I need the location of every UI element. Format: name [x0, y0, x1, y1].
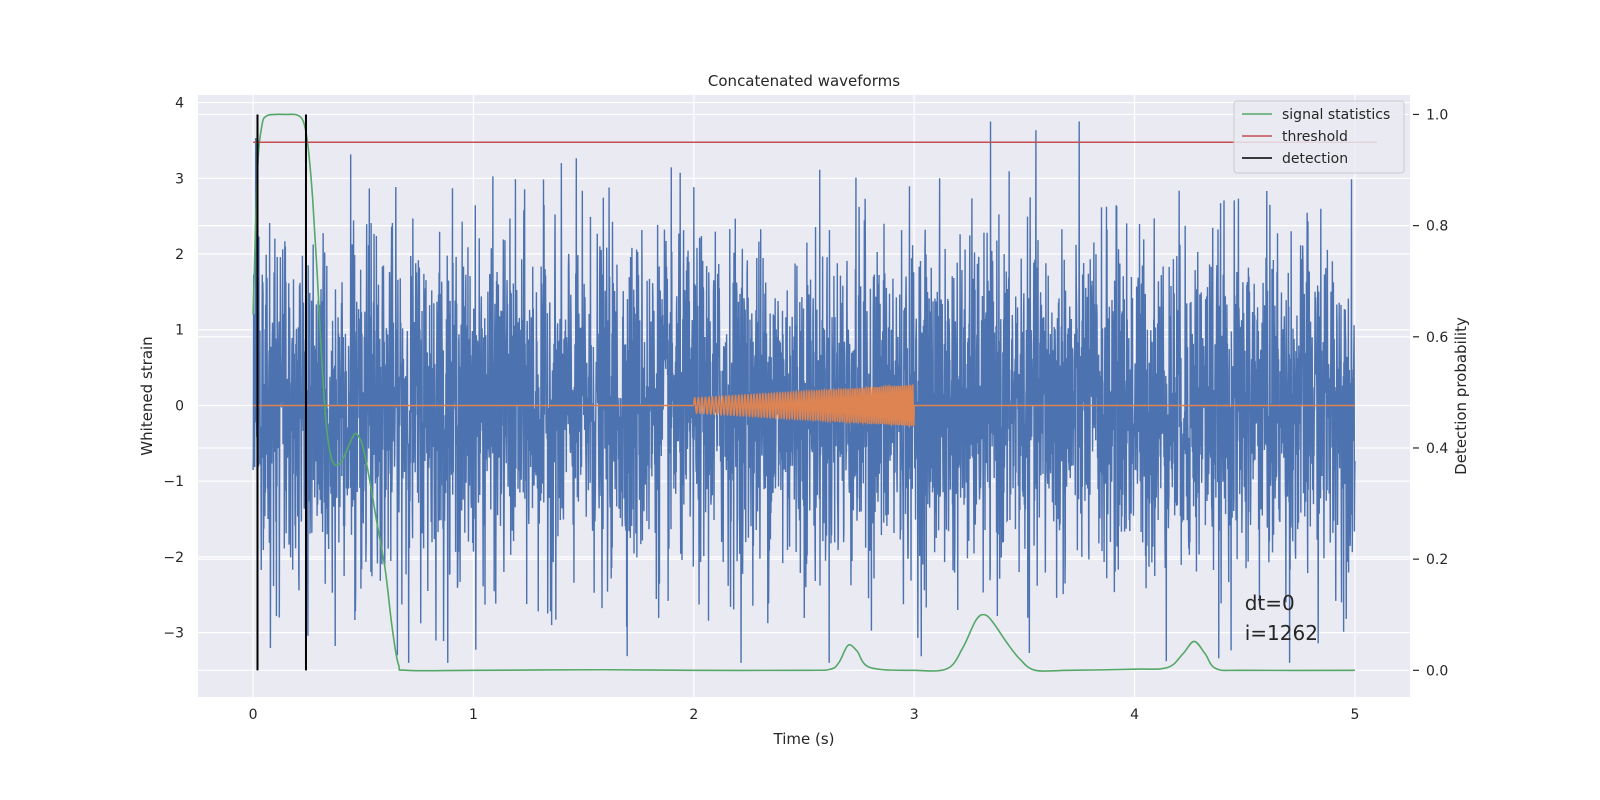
y-tick-label: 4 [175, 96, 184, 112]
y-tick-label: 1 [175, 323, 184, 339]
series-strain-line [252, 121, 1356, 663]
y-right-tick-label: 0.8 [1426, 219, 1448, 235]
legend-label-threshold: threshold [1282, 129, 1348, 145]
y-tick-label: 2 [175, 247, 184, 263]
y-tick-label: 0 [175, 398, 184, 414]
x-tick-label: 0 [249, 707, 258, 723]
chart-title: Concatenated waveforms [708, 72, 900, 90]
y-right-tick-label: 0.0 [1426, 663, 1448, 679]
series-detection-lines [256, 114, 307, 671]
y-tick-label: −1 [163, 474, 184, 490]
annotation-index: i=1262 [1245, 621, 1318, 645]
x-tick-label: 5 [1350, 707, 1359, 723]
legend: signal statistics threshold detection [1233, 100, 1405, 174]
y-right-tick-label: 0.2 [1426, 552, 1448, 568]
annotation-dt: dt=0 [1245, 591, 1295, 615]
y-right-tick-label: 1.0 [1426, 107, 1448, 123]
legend-label-signal-statistics: signal statistics [1282, 107, 1390, 123]
x-tick-label: 2 [689, 707, 698, 723]
series-signal-statistics-line [252, 113, 1355, 672]
legend-box [1233, 100, 1405, 174]
x-tick-label: 1 [469, 707, 478, 723]
y-right-tick-label: 0.6 [1426, 330, 1448, 346]
y-right-axis-label: Detection probability [1452, 317, 1470, 475]
data-layer [252, 113, 1377, 672]
x-tick-label: 3 [910, 707, 919, 723]
series-injection-line [253, 383, 1355, 429]
x-tick-label: 4 [1130, 707, 1139, 723]
ticks: 0 1 2 3 4 5 −3 −2 −1 0 1 2 3 4 0.0 0.2 0.4 0.6 0.8 1.0 [163, 96, 1448, 723]
y-right-tick-label: 0.4 [1426, 441, 1448, 457]
x-axis-label: Time (s) [773, 730, 835, 748]
y-tick-label: −2 [163, 550, 184, 566]
y-tick-label: 3 [175, 171, 184, 187]
y-axis-label: Whitened strain [138, 336, 156, 455]
legend-label-detection: detection [1282, 151, 1348, 167]
y-tick-label: −3 [163, 626, 184, 642]
